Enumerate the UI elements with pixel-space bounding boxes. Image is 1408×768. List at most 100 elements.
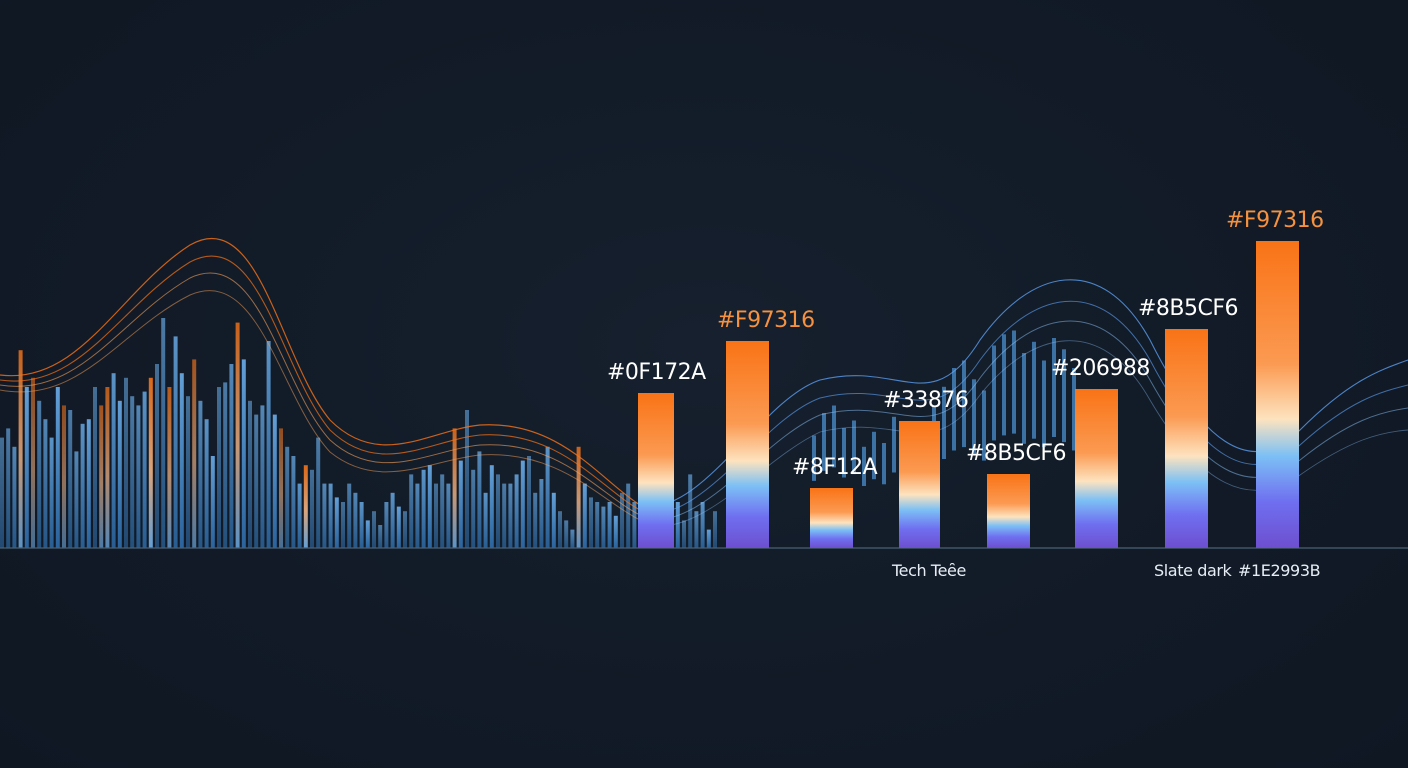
background-bar bbox=[409, 474, 414, 548]
background-bar bbox=[564, 520, 569, 548]
background-bar bbox=[24, 387, 29, 548]
background-bar bbox=[620, 492, 624, 548]
background-bar bbox=[241, 359, 246, 548]
background-bar bbox=[1042, 360, 1046, 448]
background-bar bbox=[254, 414, 259, 548]
background-bar bbox=[204, 419, 209, 548]
background-bar bbox=[601, 506, 606, 548]
background-bar bbox=[613, 515, 618, 548]
background-bar bbox=[962, 360, 966, 448]
background-bar bbox=[334, 497, 339, 548]
background-bar bbox=[403, 511, 407, 548]
wave-lines bbox=[0, 237, 1408, 527]
background-bar bbox=[161, 318, 166, 548]
wave-orange-4 bbox=[0, 290, 641, 521]
bar-label-6: #206988 bbox=[1051, 356, 1150, 381]
background-bar bbox=[359, 502, 364, 548]
background-bar bbox=[68, 410, 73, 548]
background-bar bbox=[822, 413, 826, 471]
background-bar bbox=[446, 483, 451, 548]
background-bar bbox=[434, 483, 438, 548]
background-bar bbox=[570, 529, 575, 548]
background-bar bbox=[192, 359, 197, 548]
background-bar bbox=[582, 483, 587, 548]
background-bar bbox=[713, 511, 717, 548]
bar-3 bbox=[810, 488, 853, 548]
background-bar bbox=[12, 446, 17, 548]
background-bar bbox=[328, 483, 333, 548]
background-bar bbox=[6, 428, 11, 548]
bar-4 bbox=[899, 421, 940, 548]
background-bar bbox=[551, 492, 556, 548]
wave-blue-1 bbox=[639, 279, 1408, 507]
bar-5 bbox=[987, 474, 1030, 548]
background-bar bbox=[260, 405, 265, 548]
background-bar bbox=[465, 410, 469, 548]
background-bar bbox=[148, 377, 153, 548]
background-bar bbox=[832, 405, 836, 468]
background-bar bbox=[458, 460, 463, 548]
background-bar bbox=[496, 474, 500, 548]
background-bar bbox=[396, 506, 401, 548]
background-bar bbox=[297, 483, 302, 548]
background-bar bbox=[80, 423, 85, 548]
background-bar bbox=[55, 387, 60, 548]
footer-labels: Tech Teȇe Slate dark #1E2993B bbox=[891, 561, 1321, 580]
background-bar bbox=[477, 451, 482, 548]
background-bar bbox=[892, 416, 896, 473]
background-bar bbox=[384, 502, 389, 548]
background-bar bbox=[682, 520, 686, 548]
background-bar bbox=[872, 431, 876, 480]
bar-2 bbox=[726, 341, 769, 548]
background-bar bbox=[365, 520, 370, 548]
wave-blue-3 bbox=[639, 320, 1408, 521]
bar-label-4: #33876 bbox=[883, 388, 968, 413]
background-bar bbox=[502, 483, 507, 548]
background-bar bbox=[279, 428, 283, 548]
background-bar bbox=[882, 443, 886, 485]
background-bar bbox=[489, 465, 494, 548]
background-bar bbox=[595, 502, 600, 548]
bar-8 bbox=[1256, 241, 1299, 548]
background-bar bbox=[37, 400, 42, 548]
background-bar bbox=[49, 437, 54, 548]
wave-orange-2 bbox=[0, 255, 641, 511]
background-bar bbox=[43, 419, 48, 548]
background-bar bbox=[415, 483, 420, 548]
background-bar bbox=[229, 364, 234, 548]
background-bar bbox=[527, 456, 531, 548]
bar-label-2: #F97316 bbox=[717, 308, 815, 333]
background-bar bbox=[992, 345, 996, 441]
background-bar bbox=[972, 379, 976, 456]
background-bar bbox=[322, 483, 327, 548]
background-bar bbox=[124, 377, 128, 548]
background-bar bbox=[632, 502, 637, 548]
background-bar bbox=[1032, 341, 1036, 439]
background-bars bbox=[0, 318, 1076, 548]
bar-label-3: #8F12A bbox=[792, 455, 878, 480]
background-bar bbox=[210, 456, 215, 548]
background-bar bbox=[1002, 334, 1006, 436]
background-bar bbox=[1012, 330, 1016, 434]
background-bar bbox=[179, 373, 184, 548]
background-bar bbox=[952, 368, 956, 451]
background-bar bbox=[291, 456, 296, 548]
wave-orange-1 bbox=[0, 237, 641, 506]
footer-label-hex: #1E2993B bbox=[1238, 561, 1320, 580]
background-bar bbox=[198, 400, 203, 548]
background-bar bbox=[105, 387, 110, 548]
background-bar bbox=[558, 511, 562, 548]
background-bar bbox=[186, 396, 190, 548]
bar-label-8: #F97316 bbox=[1226, 208, 1324, 233]
background-bar bbox=[173, 336, 178, 548]
background-bar bbox=[31, 377, 35, 548]
background-bar bbox=[694, 511, 699, 548]
background-bar bbox=[86, 419, 91, 548]
background-bar bbox=[589, 497, 593, 548]
background-bar bbox=[266, 341, 271, 548]
background-bar bbox=[452, 428, 457, 548]
background-bar bbox=[688, 474, 693, 548]
background-bar bbox=[217, 387, 221, 548]
